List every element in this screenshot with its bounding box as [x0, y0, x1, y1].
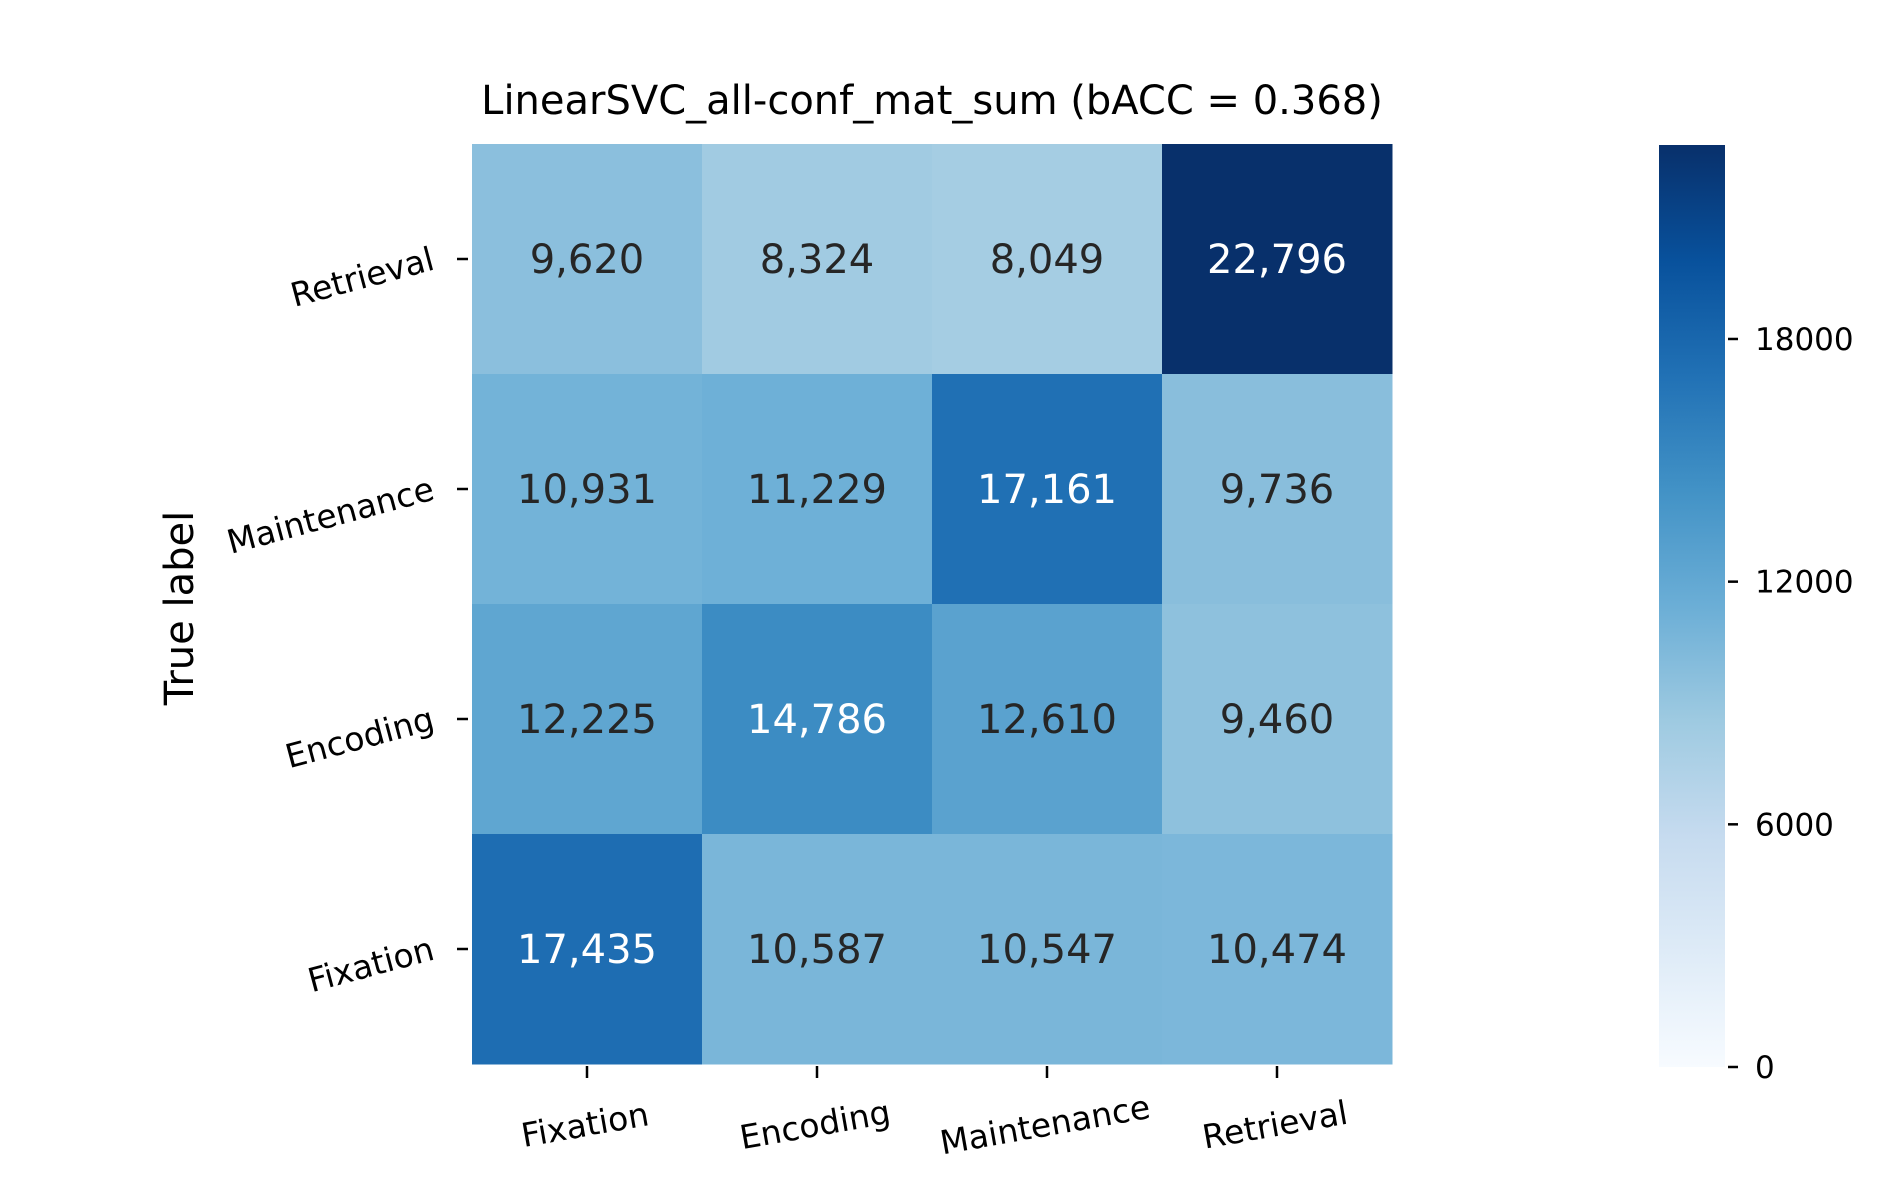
cell-value-label: 12,610 [977, 697, 1117, 743]
cell-value-label: 8,049 [990, 237, 1105, 283]
heatmap-cell [1162, 834, 1393, 1065]
y-tick-label: Fixation [304, 929, 438, 1000]
x-tick-label: Encoding [737, 1092, 894, 1157]
heatmap-cell [702, 604, 933, 835]
colorbar-tick-label: 18000 [1755, 322, 1854, 358]
cell-value-label: 17,435 [517, 927, 657, 973]
colorbar-tick-label: 12000 [1755, 565, 1854, 601]
heatmap-cell [472, 834, 703, 1065]
cell-value-label: 17,161 [977, 467, 1117, 513]
heatmap-cell [1162, 144, 1393, 375]
x-axis-ticks: Fixation Encoding Maintenance Retrieval [518, 1066, 1351, 1162]
cell-value-label: 11,229 [747, 467, 887, 513]
cell-value-label: 10,547 [977, 927, 1117, 973]
heatmap-cell [702, 834, 933, 1065]
cell-value-label: 10,474 [1207, 927, 1347, 973]
cell-value-label: 14,786 [747, 697, 887, 743]
heatmap-cell [932, 144, 1163, 375]
cell-value-label: 9,736 [1220, 467, 1335, 513]
cell-value-label: 12,225 [517, 697, 657, 743]
cell-value-label: 9,620 [530, 237, 645, 283]
y-tick-label: Retrieval [286, 239, 438, 315]
colorbar-ticks: 0 6000 12000 18000 [1728, 322, 1854, 1086]
heatmap-cell [472, 604, 703, 835]
heatmap-cell [932, 834, 1163, 1065]
heatmap-cell [702, 374, 933, 605]
colorbar-gradient [1659, 145, 1725, 1067]
heatmap-cell [702, 144, 933, 375]
x-tick-label: Retrieval [1199, 1093, 1350, 1157]
y-axis-ticks: Retrieval Maintenance Encoding Fixation [223, 239, 468, 1000]
cell-value-labels: 9,620 8,324 8,049 22,796 10,931 11,229 17,161 9… [517, 237, 1347, 973]
heatmap-cells [472, 144, 1393, 1065]
colorbar-tick-label: 6000 [1755, 807, 1834, 843]
heatmap-cell [1162, 374, 1393, 605]
cell-value-label: 9,460 [1220, 697, 1335, 743]
x-tick-label: Fixation [518, 1094, 652, 1155]
cell-value-label: 22,796 [1207, 237, 1347, 283]
cell-value-label: 10,587 [747, 927, 887, 973]
heatmap-cell [932, 604, 1163, 835]
x-tick-label: Maintenance [937, 1087, 1153, 1162]
heatmap-cell [472, 374, 703, 605]
y-tick-label: Maintenance [223, 469, 438, 562]
y-tick-label: Encoding [281, 699, 438, 776]
colorbar-tick-label: 0 [1755, 1050, 1775, 1086]
y-axis-label: True label [157, 511, 203, 706]
colorbar: 0 6000 12000 18000 [1659, 145, 1854, 1086]
heatmap-cell [932, 374, 1163, 605]
heatmap-cell [472, 144, 703, 375]
cell-value-label: 10,931 [517, 467, 657, 513]
chart-title: LinearSVC_all-conf_mat_sum (bACC = 0.368… [481, 78, 1383, 124]
heatmap-cell [1162, 604, 1393, 835]
cell-value-label: 8,324 [760, 237, 875, 283]
